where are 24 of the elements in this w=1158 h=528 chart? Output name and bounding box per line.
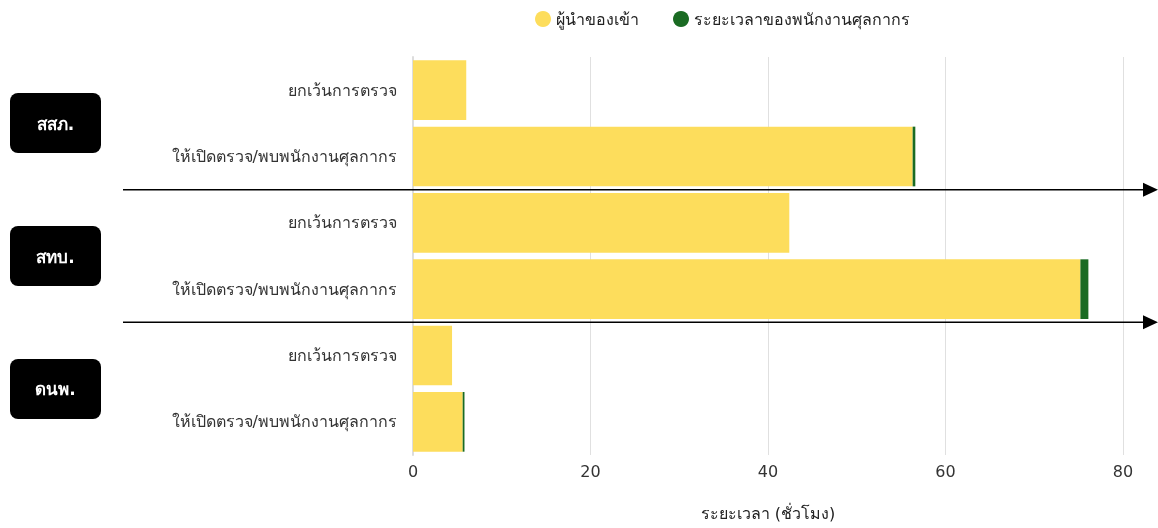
- text: สสภ.: [10, 93, 101, 154]
- bar: [413, 259, 1081, 320]
- x-axis-title: ระยะเวลา (ชั่วโมง): [700, 501, 836, 523]
- bar: [1080, 259, 1089, 320]
- x-tick-label: 60: [935, 461, 956, 481]
- y-tick-label: ยกเว้นการตรวจ: [288, 346, 397, 365]
- legend-label: ระยะเวลาของพนักงานศุลกากร: [694, 9, 910, 30]
- text: ดนพ.: [10, 358, 101, 419]
- bar: [413, 391, 463, 452]
- x-tick-label: 0: [407, 461, 419, 481]
- legend-label: ผู้นำของเข้า: [556, 9, 639, 30]
- y-tick-label: ยกเว้นการตรวจ: [288, 80, 397, 100]
- text: สทบ.: [10, 226, 101, 286]
- bar: [413, 126, 913, 187]
- bar: [413, 325, 453, 386]
- x-tick-label: 40: [757, 461, 779, 481]
- y-tick-label: ให้เปิดตรวจ/พบพนักงานศุลกากร: [171, 147, 397, 167]
- x-tick-label: 80: [1112, 461, 1134, 481]
- bar: [413, 60, 467, 121]
- bar: [413, 192, 790, 253]
- y-tick-label: ยกเว้นการตรวจ: [288, 213, 397, 233]
- x-tick-label: 20: [580, 461, 601, 481]
- y-tick-label: ให้เปิดตรวจ/พบพนักงานศุลกากร: [171, 279, 397, 300]
- y-tick-label: ให้เปิดตรวจ/พบพนักงานศุลกากร: [171, 412, 397, 433]
